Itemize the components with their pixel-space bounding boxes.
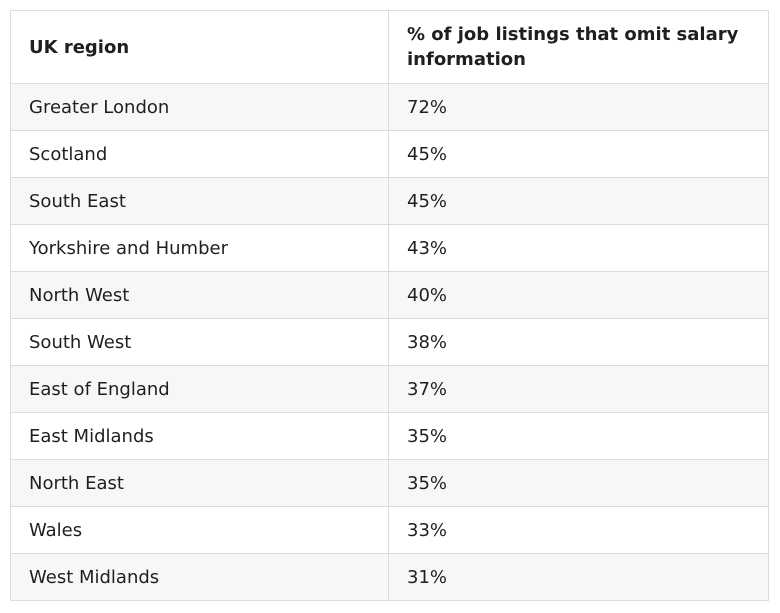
table-row: Wales 33% — [10, 506, 769, 554]
table-row: Scotland 45% — [10, 130, 769, 178]
region-cell: Greater London — [10, 83, 389, 131]
table-row: Greater London 72% — [10, 83, 769, 131]
region-cell: North East — [10, 459, 389, 507]
table-row: West Midlands 31% — [10, 553, 769, 601]
percentage-cell: 35% — [388, 459, 769, 507]
table-row: East Midlands 35% — [10, 412, 769, 460]
region-cell: West Midlands — [10, 553, 389, 601]
region-cell: Wales — [10, 506, 389, 554]
percentage-cell: 37% — [388, 365, 769, 413]
table-row: South West 38% — [10, 318, 769, 366]
region-cell: Yorkshire and Humber — [10, 224, 389, 272]
percentage-cell: 38% — [388, 318, 769, 366]
table-row: North East 35% — [10, 459, 769, 507]
percentage-cell: 43% — [388, 224, 769, 272]
percentage-cell: 33% — [388, 506, 769, 554]
percentage-cell: 72% — [388, 83, 769, 131]
table-header: UK region % of job listings that omit sa… — [10, 10, 769, 84]
region-cell: South East — [10, 177, 389, 225]
region-cell: Scotland — [10, 130, 389, 178]
table-body: Greater London 72% Scotland 45% South Ea… — [10, 83, 769, 601]
table-row: East of England 37% — [10, 365, 769, 413]
percentage-cell: 45% — [388, 130, 769, 178]
table-row: South East 45% — [10, 177, 769, 225]
region-cell: East Midlands — [10, 412, 389, 460]
column-header-percentage: % of job listings that omit salary infor… — [388, 10, 769, 84]
header-row: UK region % of job listings that omit sa… — [10, 10, 769, 84]
percentage-cell: 31% — [388, 553, 769, 601]
data-table-container: UK region % of job listings that omit sa… — [10, 10, 769, 601]
percentage-cell: 40% — [388, 271, 769, 319]
region-cell: North West — [10, 271, 389, 319]
region-cell: East of England — [10, 365, 389, 413]
table-row: Yorkshire and Humber 43% — [10, 224, 769, 272]
region-cell: South West — [10, 318, 389, 366]
percentage-cell: 45% — [388, 177, 769, 225]
percentage-cell: 35% — [388, 412, 769, 460]
column-header-region: UK region — [10, 10, 389, 84]
salary-omission-table: UK region % of job listings that omit sa… — [10, 10, 769, 601]
table-row: North West 40% — [10, 271, 769, 319]
